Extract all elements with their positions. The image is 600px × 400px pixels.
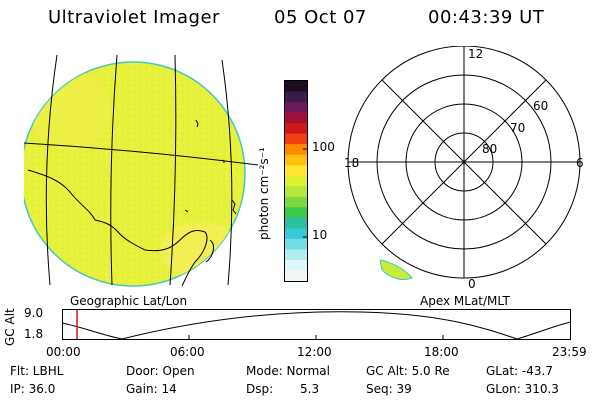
colorbar-segment bbox=[285, 270, 307, 282]
door-info: Door: Open bbox=[126, 364, 195, 378]
instrument-title: Ultraviolet Imager bbox=[48, 7, 220, 28]
colorbar-segment bbox=[285, 144, 307, 156]
colorbar-segment bbox=[285, 186, 307, 198]
glat-info: GLat: -43.7 bbox=[486, 364, 553, 378]
time-tick-0600: 06:00 bbox=[170, 345, 205, 359]
glon-info: GLon: 310.3 bbox=[486, 382, 559, 396]
mode-info: Mode: Normal bbox=[246, 364, 330, 378]
colorbar-segment bbox=[285, 102, 307, 114]
observation-date: 05 Oct 07 bbox=[274, 7, 367, 28]
altitude-plot bbox=[62, 309, 572, 340]
colorbar-tick-100: 100 bbox=[312, 140, 335, 154]
mlat-label-80: 80 bbox=[482, 142, 497, 156]
colorbar-segment bbox=[285, 259, 307, 271]
time-tick-2359: 23:59 bbox=[552, 345, 587, 359]
time-tick-1200: 12:00 bbox=[297, 345, 332, 359]
mlat-label-70: 70 bbox=[510, 121, 525, 135]
mlat-mlt-polar-plot: 12 18 6 0 60 70 80 bbox=[344, 46, 584, 290]
colorbar-segment bbox=[285, 196, 307, 208]
colorbar-segment bbox=[285, 217, 307, 229]
colorbar-segment bbox=[285, 207, 307, 219]
colorbar-segment bbox=[285, 154, 307, 166]
colorbar-segment bbox=[285, 112, 307, 124]
mlat-label-60: 60 bbox=[533, 99, 548, 113]
time-tick-1800: 18:00 bbox=[424, 345, 459, 359]
time-tick-0000: 00:00 bbox=[46, 345, 81, 359]
ip-info: IP: 36.0 bbox=[10, 382, 56, 396]
mlt-label-18: 18 bbox=[344, 156, 359, 170]
mlt-label-0: 0 bbox=[468, 277, 476, 290]
colorbar-segment bbox=[285, 228, 307, 240]
mlt-label-6: 6 bbox=[576, 156, 584, 170]
gc-alt-info: GC Alt: 5.0 Re bbox=[366, 364, 450, 378]
altitude-ytick-9: 9.0 bbox=[24, 306, 44, 320]
colorbar-segment bbox=[285, 249, 307, 261]
colorbar-unit-label: photon cm⁻²s⁻¹ bbox=[257, 147, 271, 240]
colorbar-segment bbox=[285, 91, 307, 103]
altitude-ytick-1-8: 1.8 bbox=[24, 327, 44, 341]
auroral-patch bbox=[379, 259, 413, 281]
altitude-curve bbox=[62, 311, 572, 340]
colorbar bbox=[284, 80, 308, 282]
colorbar-segment bbox=[285, 165, 307, 177]
colorbar-segment bbox=[285, 81, 307, 93]
colorbar-tick-10: 10 bbox=[312, 228, 328, 242]
altitude-ylabel: GC Alt bbox=[3, 308, 17, 346]
filter-info: Flt: LBHL bbox=[10, 364, 64, 378]
observation-time: 00:43:39 UT bbox=[428, 7, 545, 28]
colorbar-segment bbox=[285, 133, 307, 145]
seq-info: Seq: 39 bbox=[366, 382, 412, 396]
colorbar-segment bbox=[285, 123, 307, 135]
colorbar-segment bbox=[285, 175, 307, 187]
geographic-label: Geographic Lat/Lon bbox=[70, 294, 188, 308]
dsp-info: Dsp: bbox=[246, 382, 274, 396]
mlt-label-12: 12 bbox=[468, 47, 483, 61]
dsp-value: 5.3 bbox=[300, 382, 320, 396]
colorbar-segment bbox=[285, 238, 307, 250]
apex-label: Apex MLat/MLT bbox=[420, 294, 510, 308]
gain-info: Gain: 14 bbox=[126, 382, 177, 396]
